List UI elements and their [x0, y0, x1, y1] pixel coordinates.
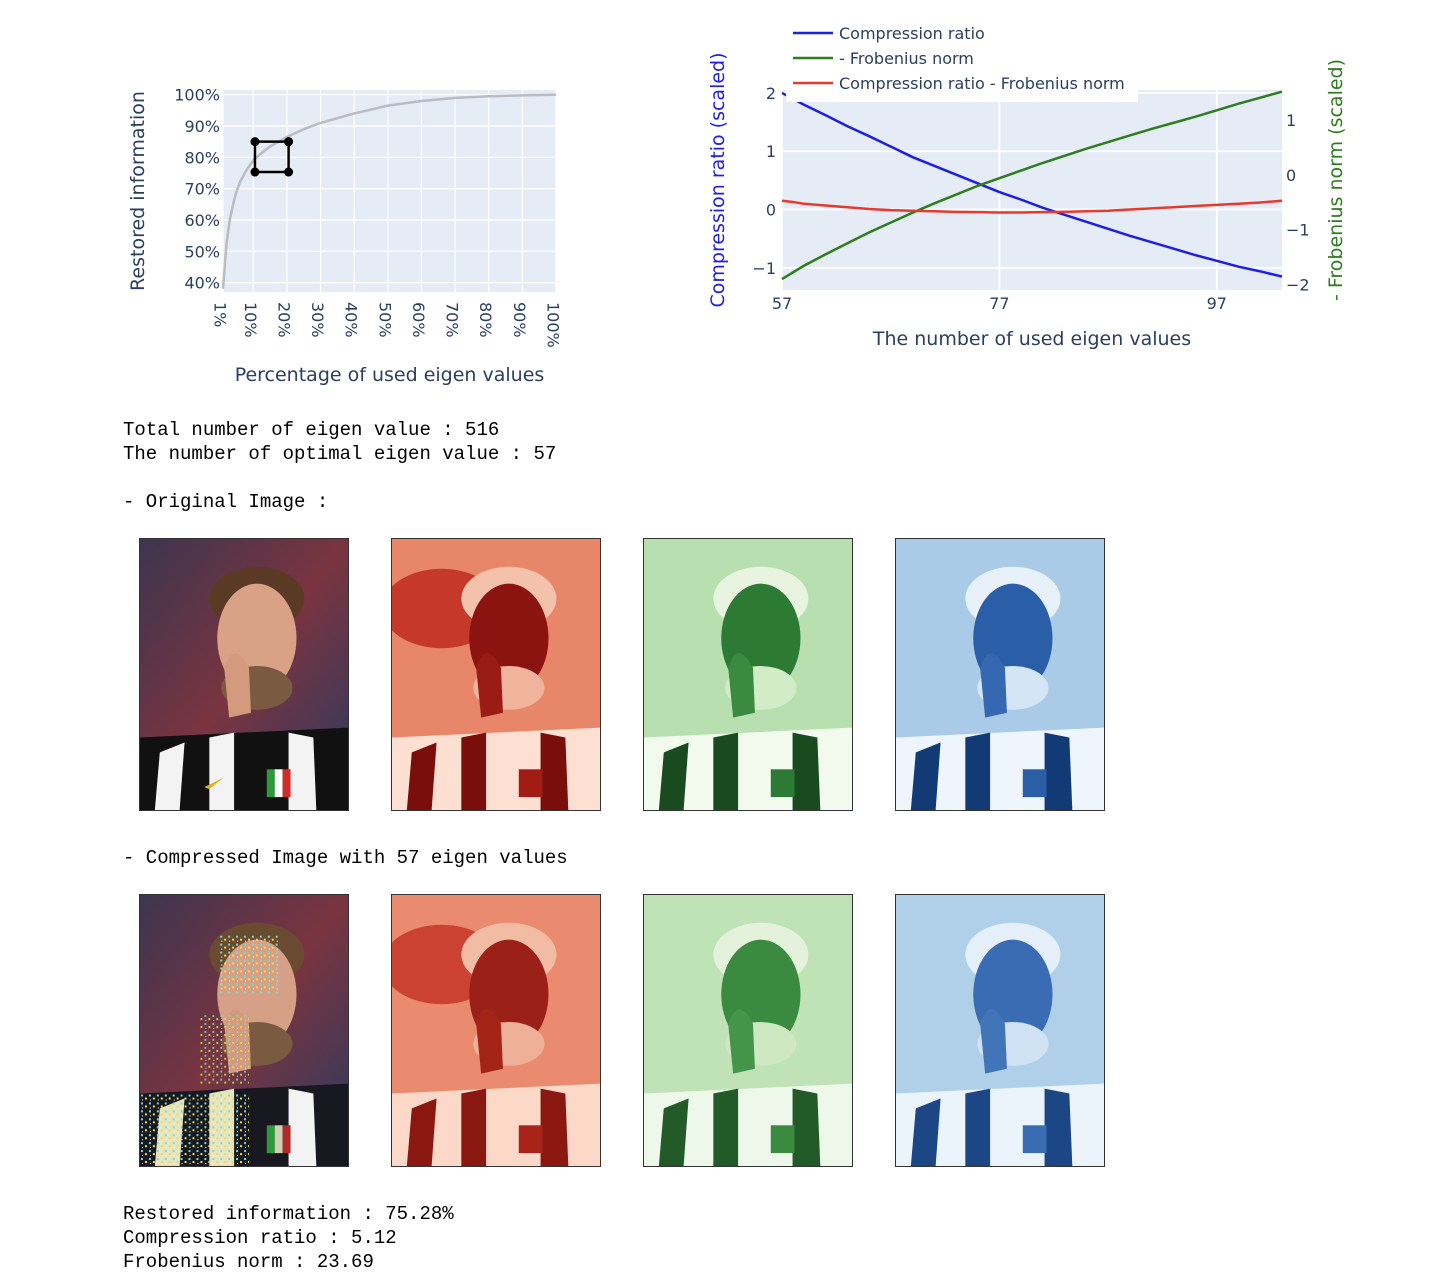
- y-tick-label: 40%: [184, 274, 220, 293]
- series-line: [781, 91, 1283, 278]
- x-axis-title: The number of used eigen values: [872, 328, 1191, 350]
- y-tick-label: 90%: [184, 117, 220, 136]
- legend-box: [786, 18, 1138, 102]
- y-tick-label: 100%: [174, 86, 220, 105]
- x-tick-label: 57: [772, 294, 792, 313]
- series-line: [781, 199, 1283, 214]
- compression-frobenius-chart: 57 77 97 2 1 0 −1 1 0 −1 −2 Compression ratio - Frob…: [707, 18, 1347, 350]
- plot-area: [223, 90, 556, 292]
- optimal-point-marker: [250, 137, 260, 147]
- optimal-point-marker: [284, 167, 294, 177]
- original-image-heading: - Original Image :: [123, 491, 329, 513]
- legend-entry: - Frobenius norm: [839, 49, 974, 68]
- x-axis-title: Percentage of used eigen values: [235, 364, 545, 386]
- y-tick-label: 2: [766, 84, 776, 103]
- compressed-blue-channel-image: [895, 894, 1105, 1167]
- compressed-green-channel-image: [643, 894, 853, 1167]
- x-tick-label: 50%: [375, 302, 394, 338]
- series-line: [781, 90, 1283, 281]
- restored-information-line: [221, 93, 557, 289]
- restored-information-text: Restored information : 75.28%: [123, 1203, 454, 1225]
- original-blue-channel-image: [895, 538, 1105, 811]
- legend-entry: Compression ratio - Frobenius norm: [839, 74, 1125, 93]
- x-tick-label: 80%: [476, 302, 495, 338]
- plot-area: [782, 90, 1282, 290]
- y-axis-title: Restored information: [127, 91, 149, 291]
- original-red-channel-image: [391, 538, 601, 811]
- compressed-red-channel-image: [391, 894, 601, 1167]
- x-tick-label: 20%: [274, 302, 293, 338]
- y-tick-label: 1: [766, 142, 776, 161]
- x-tick-label: 90%: [510, 302, 529, 338]
- x-tick-label: 100%: [544, 302, 563, 348]
- y-tick-label: 0: [766, 201, 776, 220]
- x-tick-label: 97: [1207, 294, 1227, 313]
- x-tick-label: 1%: [211, 302, 230, 327]
- legend-entry: Compression ratio: [839, 24, 985, 43]
- x-tick-label: 40%: [342, 302, 361, 338]
- y2-tick-label: 0: [1286, 166, 1296, 185]
- x-tick-label: 60%: [409, 302, 428, 338]
- y-tick-label: 70%: [184, 180, 220, 199]
- y-tick-label: 50%: [184, 242, 220, 261]
- y2-tick-label: 1: [1286, 111, 1296, 130]
- frobenius-norm-text: Frobenius norm : 23.69: [123, 1251, 374, 1273]
- restored-information-chart: 1% 10% 20% 30% 40% 50% 60% 70% 80% 90% 100% 40% 50% 6…: [127, 86, 563, 386]
- x-tick-label: 10%: [241, 302, 260, 338]
- optimal-point-marker: [250, 167, 260, 177]
- y-tick-label: 80%: [184, 148, 220, 167]
- optimal-eigen-text: The number of optimal eigen value : 57: [123, 443, 557, 465]
- compression-ratio-text: Compression ratio : 5.12: [123, 1227, 397, 1249]
- y2-tick-label: −2: [1286, 276, 1310, 295]
- optimal-point-marker: [284, 137, 294, 147]
- x-tick-label: 77: [989, 294, 1009, 313]
- y2-tick-label: −1: [1286, 221, 1310, 240]
- original-color-image: [139, 538, 349, 811]
- compressed-color-image: [139, 894, 349, 1167]
- y2-axis-title: - Frobenius norm (scaled): [1325, 59, 1347, 301]
- y-tick-label: −1: [752, 259, 776, 278]
- legend: Compression ratio - Frobenius norm Compres…: [786, 18, 1138, 102]
- y-axis-title: Compression ratio (scaled): [707, 52, 729, 307]
- x-tick-label: 70%: [443, 302, 462, 338]
- original-green-channel-image: [643, 538, 853, 811]
- y-tick-label: 60%: [184, 211, 220, 230]
- total-eigen-text: Total number of eigen value : 516: [123, 419, 500, 441]
- compressed-image-heading: - Compressed Image with 57 eigen values: [123, 847, 568, 869]
- x-tick-label: 30%: [308, 302, 327, 338]
